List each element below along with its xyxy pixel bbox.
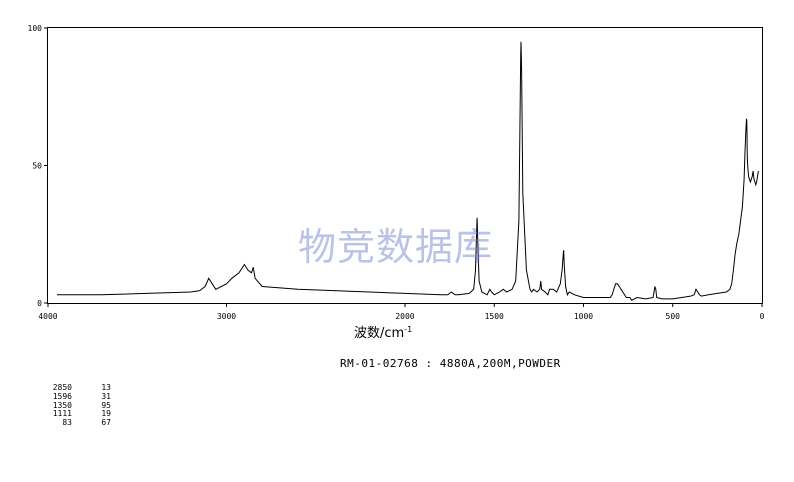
y-tick-label: 50 [32, 162, 42, 171]
peak-table-row: 1350 95 [42, 400, 111, 411]
peak-table-row: 1111 19 [42, 410, 111, 419]
x-axis-title: 波数/cm-1 [354, 325, 412, 341]
peak-intensity: 67 [101, 418, 111, 428]
spectrum-trace [56, 41, 759, 301]
x-tick-label: 3000 [217, 312, 236, 321]
peak-table: 2850 13 1596 31 1350 95 1111 19 83 67 [42, 383, 111, 428]
x-axis-title-superscript: -1 [404, 325, 412, 334]
sample-id-label: RM-01-02768 : 4880A,200M,POWDER [340, 357, 561, 370]
x-tick-label: 2000 [395, 312, 414, 321]
x-tick-label: 500 [666, 312, 681, 321]
peak-intensity: 13 [101, 383, 111, 392]
y-tick-label: 100 [28, 24, 43, 33]
peak-wavenumber: 83 [62, 418, 72, 428]
peak-intensity: 31 [101, 391, 111, 401]
axis-tick-labels: 4000 3000 2000 1500 1000 500 0 0 50 100 [28, 24, 765, 321]
peak-table-row: 83 67 [42, 418, 111, 428]
peak-intensity: 19 [101, 409, 111, 419]
peak-intensity: 95 [101, 400, 111, 410]
watermark: 物竞数据库 [298, 225, 494, 269]
peak-table-row: 2850 13 [42, 383, 111, 393]
y-tick-label: 0 [37, 299, 42, 308]
peak-table-row: 1596 31 [42, 391, 111, 402]
x-tick-label: 1000 [574, 312, 593, 321]
peak-wavenumber: 1350 [52, 400, 72, 410]
x-tick-label: 4000 [38, 312, 57, 321]
axis-ticks [44, 27, 763, 307]
x-tick-label: 0 [760, 312, 765, 321]
peak-wavenumber: 2850 [52, 383, 72, 392]
peak-wavenumber: 1111 [52, 409, 72, 419]
x-tick-label: 1500 [485, 312, 504, 321]
peak-wavenumber: 1596 [52, 391, 72, 401]
